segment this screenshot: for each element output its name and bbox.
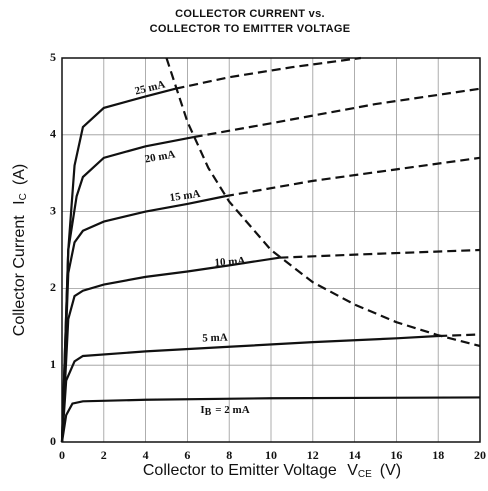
curve [60, 136, 194, 443]
x-tick-label: 18 [432, 448, 444, 462]
label-name: 10 mA [214, 254, 246, 268]
x-tick-label: 8 [226, 448, 232, 462]
label-symbol: I [200, 404, 204, 416]
y-axis-label: Collector Current IC (A) [11, 164, 28, 336]
x-tick-label: 4 [143, 448, 149, 462]
x-tick-label: 14 [349, 448, 361, 462]
x-tick-label: 6 [184, 448, 190, 462]
x-axis-label: Collector to Emitter Voltage VCE (V) [143, 462, 401, 479]
label-name: 20 mA [144, 148, 177, 165]
x-tick-label: 0 [59, 448, 65, 462]
x-tick-label: 16 [390, 448, 402, 462]
curve-label: 20 mA [144, 148, 177, 165]
power-limit-curve [165, 57, 481, 348]
y-label-symbol: I [11, 200, 28, 204]
curve [60, 195, 226, 443]
curve-label: IB = 2 mA [200, 404, 249, 419]
y-tick-label: 5 [50, 50, 56, 64]
curve-label: 10 mA [214, 254, 246, 268]
y-label-subscript: C [18, 193, 29, 200]
curve-extension [438, 333, 481, 338]
title-line: COLLECTOR CURRENT vs. [175, 8, 325, 20]
label-name: 15 mA [169, 187, 201, 203]
curve-extension [193, 87, 481, 139]
curve [60, 87, 176, 443]
x-label-subscript: CE [358, 469, 372, 480]
y-tick-label: 0 [50, 434, 56, 448]
x-label-unit: (V) [380, 462, 401, 479]
y-tick-label: 1 [50, 357, 56, 371]
x-tick-label: 20 [474, 448, 486, 462]
label-subscript: B [205, 407, 212, 418]
x-tick-label: 12 [307, 448, 319, 462]
y-label-unit: (A) [11, 164, 28, 185]
curve-label: 15 mA [169, 187, 201, 203]
curve [60, 256, 280, 443]
x-label-symbol: V [347, 462, 358, 479]
curve [60, 396, 481, 443]
curve [60, 334, 439, 443]
y-tick-label: 2 [50, 280, 56, 294]
x-tick-label: 10 [265, 448, 277, 462]
curve-extension [224, 156, 481, 198]
label-name: = 2 mA [215, 404, 249, 416]
y-label-text: Collector Current [11, 215, 28, 336]
y-tick-label: 3 [50, 203, 56, 217]
x-tick-label: 2 [101, 448, 107, 462]
curve-label: 5 mA [202, 331, 228, 344]
curve-extension [175, 56, 362, 90]
curve-extension [279, 248, 481, 259]
label-name: 5 mA [202, 331, 228, 344]
title-line: COLLECTOR TO EMITTER VOLTAGE [150, 23, 351, 35]
y-tick-label: 4 [50, 127, 56, 141]
x-label-text: Collector to Emitter Voltage [143, 462, 337, 479]
